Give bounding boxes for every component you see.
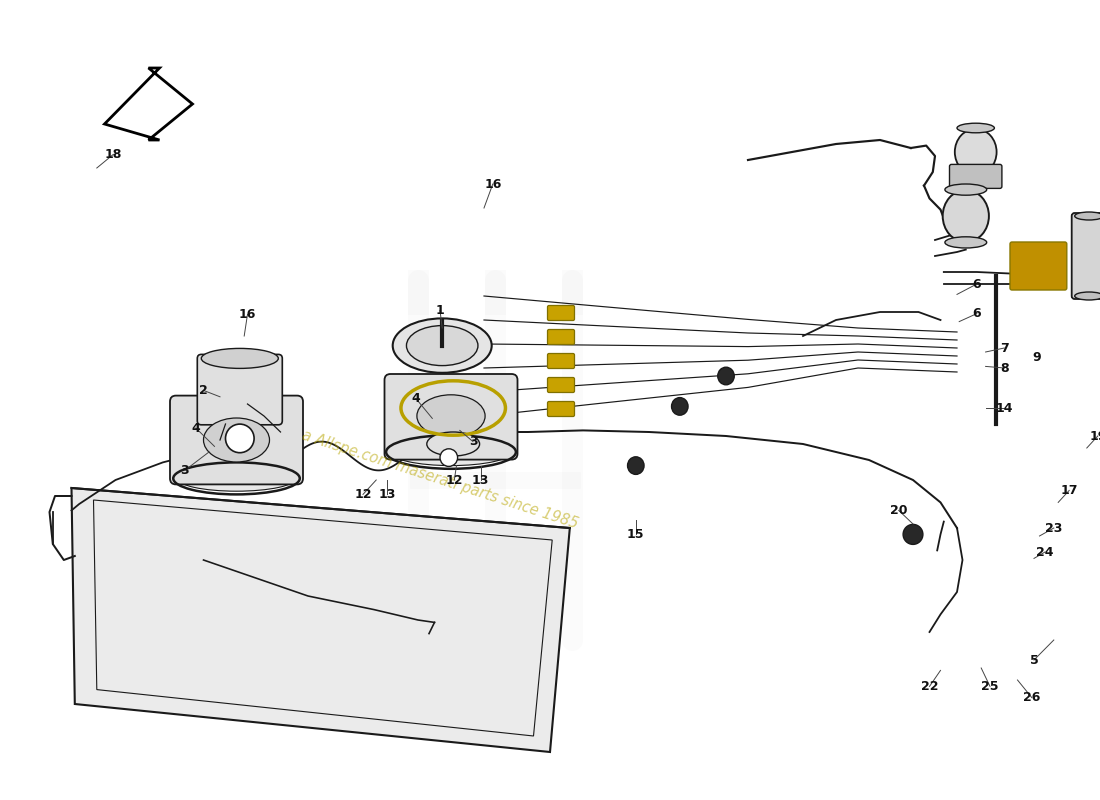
Circle shape [226,424,254,453]
Text: 3: 3 [180,464,189,477]
Text: 1: 1 [436,304,444,317]
Text: 14: 14 [996,402,1013,414]
Text: 16: 16 [484,178,502,190]
Text: 20: 20 [890,504,908,517]
Text: 17: 17 [1060,484,1078,497]
FancyBboxPatch shape [548,378,574,393]
Ellipse shape [393,318,492,373]
Text: 18: 18 [104,148,122,161]
Text: 3: 3 [469,435,477,448]
Text: 19: 19 [1089,430,1100,442]
FancyBboxPatch shape [170,396,302,485]
Ellipse shape [717,367,735,385]
Text: 8: 8 [1000,362,1009,374]
Text: 2: 2 [199,384,208,397]
Text: 5: 5 [1030,654,1038,666]
Ellipse shape [1075,292,1100,300]
Ellipse shape [390,438,512,466]
FancyBboxPatch shape [548,354,574,369]
Text: a Allspe.com maserati parts since 1985: a Allspe.com maserati parts since 1985 [300,428,580,532]
Ellipse shape [177,466,296,491]
Text: 13: 13 [378,488,396,501]
FancyBboxPatch shape [1010,242,1067,290]
FancyBboxPatch shape [385,374,517,459]
Ellipse shape [957,123,994,133]
Text: 13: 13 [472,474,490,486]
Text: 6: 6 [972,278,981,290]
Ellipse shape [1075,212,1100,220]
Polygon shape [72,488,570,752]
Text: 12: 12 [446,474,463,486]
Text: 4: 4 [191,422,200,434]
Text: 16: 16 [239,308,256,321]
Ellipse shape [945,237,987,248]
FancyBboxPatch shape [197,354,283,425]
Ellipse shape [204,418,270,462]
Text: 9: 9 [1032,351,1041,364]
Text: 15: 15 [627,528,645,541]
Ellipse shape [671,398,689,415]
Text: 24: 24 [1036,546,1054,558]
Ellipse shape [955,129,997,175]
Ellipse shape [903,525,923,544]
Ellipse shape [945,184,987,195]
Ellipse shape [201,349,278,368]
Ellipse shape [943,190,989,242]
FancyBboxPatch shape [1071,213,1100,299]
FancyBboxPatch shape [548,330,574,345]
Text: 23: 23 [1045,522,1063,534]
FancyBboxPatch shape [548,306,574,321]
Text: 4: 4 [411,392,420,405]
FancyBboxPatch shape [548,402,574,417]
Ellipse shape [957,171,994,181]
Ellipse shape [427,432,480,456]
Ellipse shape [417,394,485,437]
Circle shape [440,449,458,466]
Text: 12: 12 [354,488,372,501]
Ellipse shape [407,326,478,366]
Text: 7: 7 [1000,342,1009,354]
FancyBboxPatch shape [949,164,1002,188]
Polygon shape [104,68,192,140]
Text: 22: 22 [921,680,938,693]
Text: 6: 6 [972,307,981,320]
Text: 25: 25 [981,680,999,693]
Text: 26: 26 [1023,691,1041,704]
Ellipse shape [627,457,644,474]
